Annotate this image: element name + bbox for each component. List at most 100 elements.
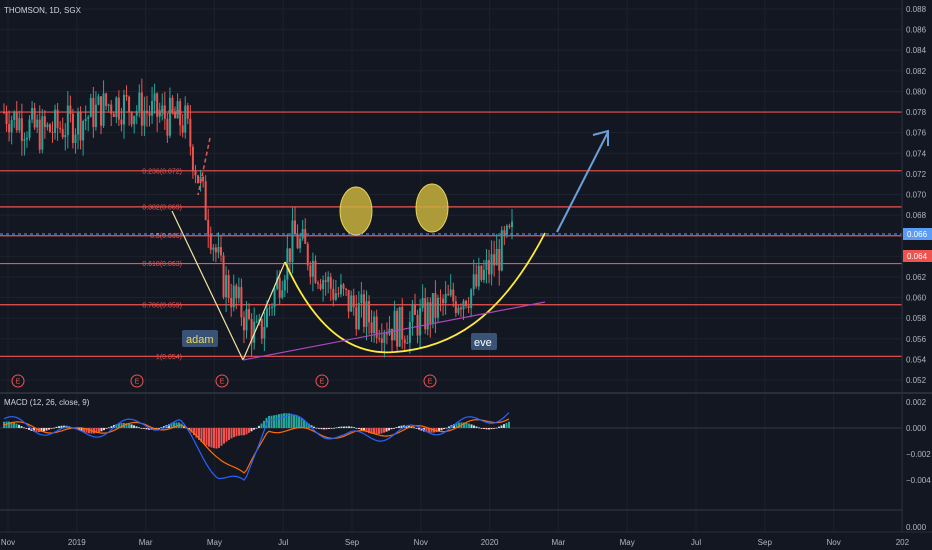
candle-body [413, 304, 416, 315]
macd-histogram-bar [293, 414, 295, 428]
macd-histogram-bar [85, 428, 88, 433]
macd-histogram-bar [465, 422, 468, 428]
candle-body [322, 280, 325, 289]
eve-label-box [471, 333, 497, 350]
candle-body [485, 260, 488, 270]
macd-histogram-bar [340, 426, 343, 428]
candle-body [8, 124, 11, 133]
support-trend-line [242, 301, 546, 361]
macd-histogram-bar [158, 428, 160, 429]
earnings-event-marker[interactable] [11, 374, 25, 388]
macd-histogram-bar [235, 428, 238, 437]
macd-histogram-bar [78, 428, 80, 431]
macd-tick-label: 0.000 [906, 424, 927, 433]
candle-body [439, 297, 442, 299]
earnings-event-marker[interactable] [215, 374, 229, 388]
macd-tick-label: −0.004 [906, 476, 931, 485]
macd-histogram-bar [33, 428, 35, 432]
macd-histogram-bar [500, 425, 503, 428]
macd-histogram-bar [405, 425, 408, 428]
candle-body [347, 289, 350, 312]
macd-histogram-bar [45, 428, 48, 431]
macd-histogram-bar [365, 428, 368, 433]
earnings-event-marker[interactable] [315, 374, 329, 388]
time-tick-label: Sep [345, 538, 360, 547]
macd-pane[interactable]: MACD (12, 26, close, 9) [0, 398, 902, 511]
price-pane[interactable]: 0(0.078)0.236(0.072)0.382(0.069)0.5(0.06… [0, 78, 902, 388]
candle-body [370, 322, 373, 334]
price-tick-label: 0.068 [906, 211, 927, 220]
candle-body [475, 274, 478, 287]
time-axis[interactable]: Nov 2019 Mar May Jul Sep Nov 2020 Mar May Jul Sep No… [1, 538, 910, 547]
candle-body [120, 119, 123, 125]
candle-body [125, 95, 128, 97]
macd-histogram-bar [330, 428, 333, 429]
macd-histogram-bar [203, 428, 205, 444]
symbol-title[interactable]: THOMSON, 1D, SGX [4, 6, 82, 15]
macd-histogram-bar [270, 415, 273, 428]
price-tick-label: 0.084 [906, 46, 927, 55]
macd-signal-line [3, 418, 510, 474]
macd-histogram-bar [60, 425, 63, 428]
macd-legend[interactable]: MACD (12, 26, close, 9) [4, 398, 90, 407]
candle-body [148, 113, 151, 116]
candle-body [429, 302, 432, 324]
candle-body [13, 111, 16, 121]
candle-body [327, 276, 330, 282]
price-tick-label: 0.072 [906, 170, 927, 179]
macd-histogram-bar [93, 428, 95, 434]
candle-body [64, 135, 67, 138]
candle-body [54, 109, 57, 133]
candle-body [426, 302, 429, 330]
macd-histogram-bar [28, 428, 30, 430]
price-tick-label: 0.070 [906, 191, 927, 200]
macd-histogram-bar [508, 421, 510, 428]
candle-body [482, 269, 485, 280]
macd-histogram-bar [480, 428, 483, 429]
candle-body [477, 265, 480, 287]
adam-right-line [242, 261, 286, 361]
candle-body [23, 139, 26, 141]
earnings-event-marker[interactable] [423, 374, 437, 388]
candle-body [102, 93, 105, 126]
candle-body [194, 171, 197, 176]
candle-body [276, 277, 279, 289]
candle-body [495, 248, 498, 266]
macd-histogram-bar [220, 428, 223, 446]
price-tick-label: 0.060 [906, 294, 927, 303]
candle-body [332, 288, 335, 300]
fib-level-label: 0.618(0.063) [142, 261, 182, 268]
macd-histogram-bar [350, 426, 353, 428]
earnings-event-marker[interactable] [130, 374, 144, 388]
candle-body [189, 118, 192, 147]
adam-label: adam [186, 334, 214, 346]
macd-histogram-bar [355, 427, 358, 429]
candle-body [235, 285, 238, 299]
candle-body [202, 176, 205, 182]
macd-histogram-bar [125, 423, 128, 428]
macd-histogram-bar [218, 428, 220, 448]
candle-body [380, 338, 383, 343]
candle-body [250, 319, 253, 343]
macd-histogram-bar [335, 427, 338, 429]
candle-body [396, 310, 399, 347]
candle-body [442, 298, 445, 304]
macd-histogram-bar [473, 425, 475, 428]
candle-body [511, 221, 513, 227]
candle-body [197, 175, 200, 183]
macd-histogram-bar [63, 425, 65, 428]
macd-histogram-bar [313, 426, 315, 428]
macd-histogram-bar [320, 428, 323, 430]
prev-price-tag-box [903, 250, 932, 262]
candle-body [217, 247, 220, 253]
candle-body [212, 247, 215, 250]
candle-body [304, 229, 307, 244]
candle-body [342, 284, 345, 289]
macd-histogram-bar [213, 428, 215, 449]
macd-histogram-bar [415, 428, 418, 429]
macd-histogram-bar [488, 428, 490, 430]
macd-histogram-bar [430, 428, 433, 433]
macd-histogram-bar [475, 426, 478, 428]
macd-histogram-bar [198, 428, 200, 440]
price-tick-label: 0.056 [906, 335, 927, 344]
